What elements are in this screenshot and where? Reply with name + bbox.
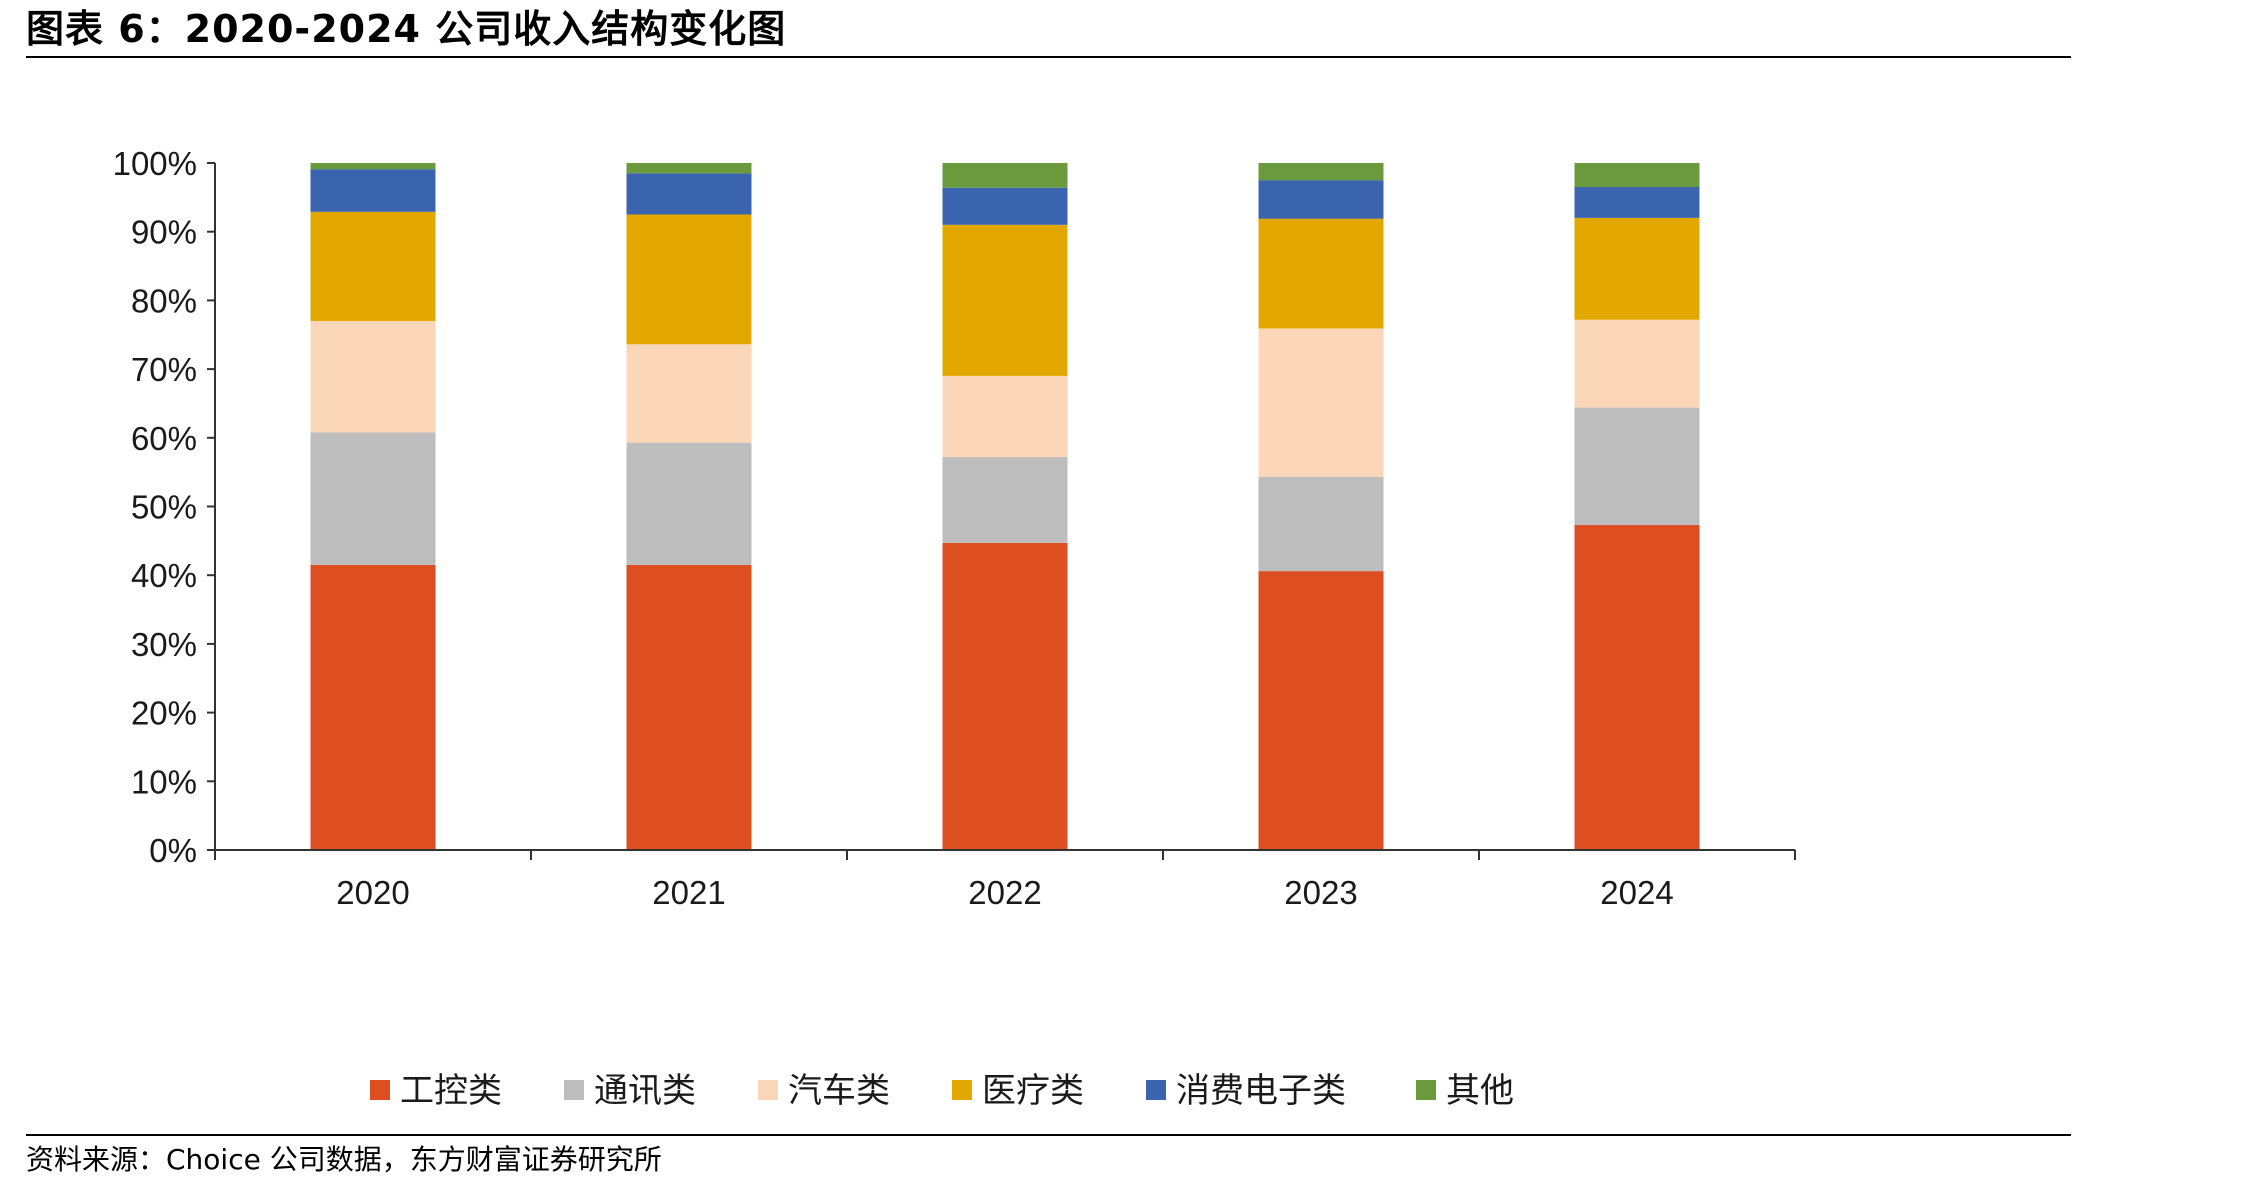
bar-segment-2024-2 xyxy=(1574,319,1700,408)
y-tick-label: 0% xyxy=(149,832,197,869)
title-rule xyxy=(26,56,2071,58)
bar-segment-2021-2 xyxy=(626,344,752,443)
source-note: 资料来源：Choice 公司数据，东方财富证券研究所 xyxy=(26,1143,662,1176)
y-tick-label: 30% xyxy=(131,626,197,663)
bar-segment-2021-0 xyxy=(626,564,752,850)
bar-segment-2021-5 xyxy=(626,163,752,174)
x-tick-label: 2024 xyxy=(1600,874,1673,911)
bar-segment-2020-2 xyxy=(310,321,436,433)
bar-segment-2024-0 xyxy=(1574,525,1700,850)
legend-label: 消费电子类 xyxy=(1176,1071,1346,1111)
bar-segment-2023-3 xyxy=(1258,218,1384,329)
y-tick-label: 90% xyxy=(131,214,197,251)
y-tick-label: 10% xyxy=(131,763,197,800)
bar-segment-2020-3 xyxy=(310,211,436,321)
x-tick-label: 2021 xyxy=(652,874,725,911)
x-tick-label: 2023 xyxy=(1284,874,1357,911)
bar-segment-2024-5 xyxy=(1574,163,1700,187)
legend-swatch xyxy=(370,1080,390,1100)
legend-swatch xyxy=(758,1080,778,1100)
bars-layer xyxy=(310,163,1700,850)
legend: 工控类 通讯类 汽车类 医疗类 消费电子类 其他 xyxy=(370,1071,1514,1111)
source-rule xyxy=(26,1134,2071,1136)
legend-swatch xyxy=(564,1080,584,1100)
bar-segment-2023-4 xyxy=(1258,180,1384,219)
bar-segment-2024-1 xyxy=(1574,407,1700,526)
y-tick-label: 50% xyxy=(131,489,197,526)
y-tick-label: 70% xyxy=(131,351,197,388)
bar-segment-2020-5 xyxy=(310,163,436,170)
bar-segment-2022-0 xyxy=(942,542,1068,850)
y-tick-label: 20% xyxy=(131,695,197,732)
y-tick-label: 60% xyxy=(131,420,197,457)
bar-segment-2021-4 xyxy=(626,173,752,215)
legend-label: 医疗类 xyxy=(982,1071,1084,1111)
bar-segment-2023-5 xyxy=(1258,163,1384,181)
bar-segment-2023-2 xyxy=(1258,328,1384,477)
figure-title: 图表 6：2020-2024 公司收入结构变化图 xyxy=(26,7,787,51)
bar-segment-2022-2 xyxy=(942,376,1068,458)
stacked-bar-chart: 0% 10% 20% 30% 40% 50% 60% 70% 80% 90% 100% 2020 202… xyxy=(113,145,1796,1111)
y-tick-label: 40% xyxy=(131,557,197,594)
legend-swatch xyxy=(1146,1080,1166,1100)
axes-layer: 0% 10% 20% 30% 40% 50% 60% 70% 80% 90% 100% 2020 202… xyxy=(113,145,1796,911)
y-tick-label: 80% xyxy=(131,282,197,319)
bar-segment-2022-5 xyxy=(942,163,1068,188)
bar-segment-2022-1 xyxy=(942,457,1068,543)
legend-label: 通讯类 xyxy=(594,1071,696,1111)
bar-segment-2023-0 xyxy=(1258,571,1384,850)
x-tick-label: 2020 xyxy=(336,874,409,911)
bar-segment-2021-3 xyxy=(626,214,752,345)
bar-segment-2021-1 xyxy=(626,442,752,565)
bar-segment-2020-4 xyxy=(310,169,436,212)
bar-segment-2022-4 xyxy=(942,187,1068,225)
bar-segment-2022-3 xyxy=(942,224,1068,376)
bar-segment-2020-1 xyxy=(310,432,436,565)
bar-segment-2024-4 xyxy=(1574,187,1700,218)
bar-segment-2024-3 xyxy=(1574,218,1700,320)
legend-swatch xyxy=(952,1080,972,1100)
bar-segment-2023-1 xyxy=(1258,477,1384,572)
legend-swatch xyxy=(1416,1080,1436,1100)
y-tick-label: 100% xyxy=(113,145,197,182)
bar-segment-2020-0 xyxy=(310,564,436,850)
x-tick-label: 2022 xyxy=(968,874,1041,911)
legend-label: 其他 xyxy=(1446,1071,1514,1111)
legend-label: 工控类 xyxy=(400,1071,502,1111)
legend-label: 汽车类 xyxy=(788,1071,890,1111)
